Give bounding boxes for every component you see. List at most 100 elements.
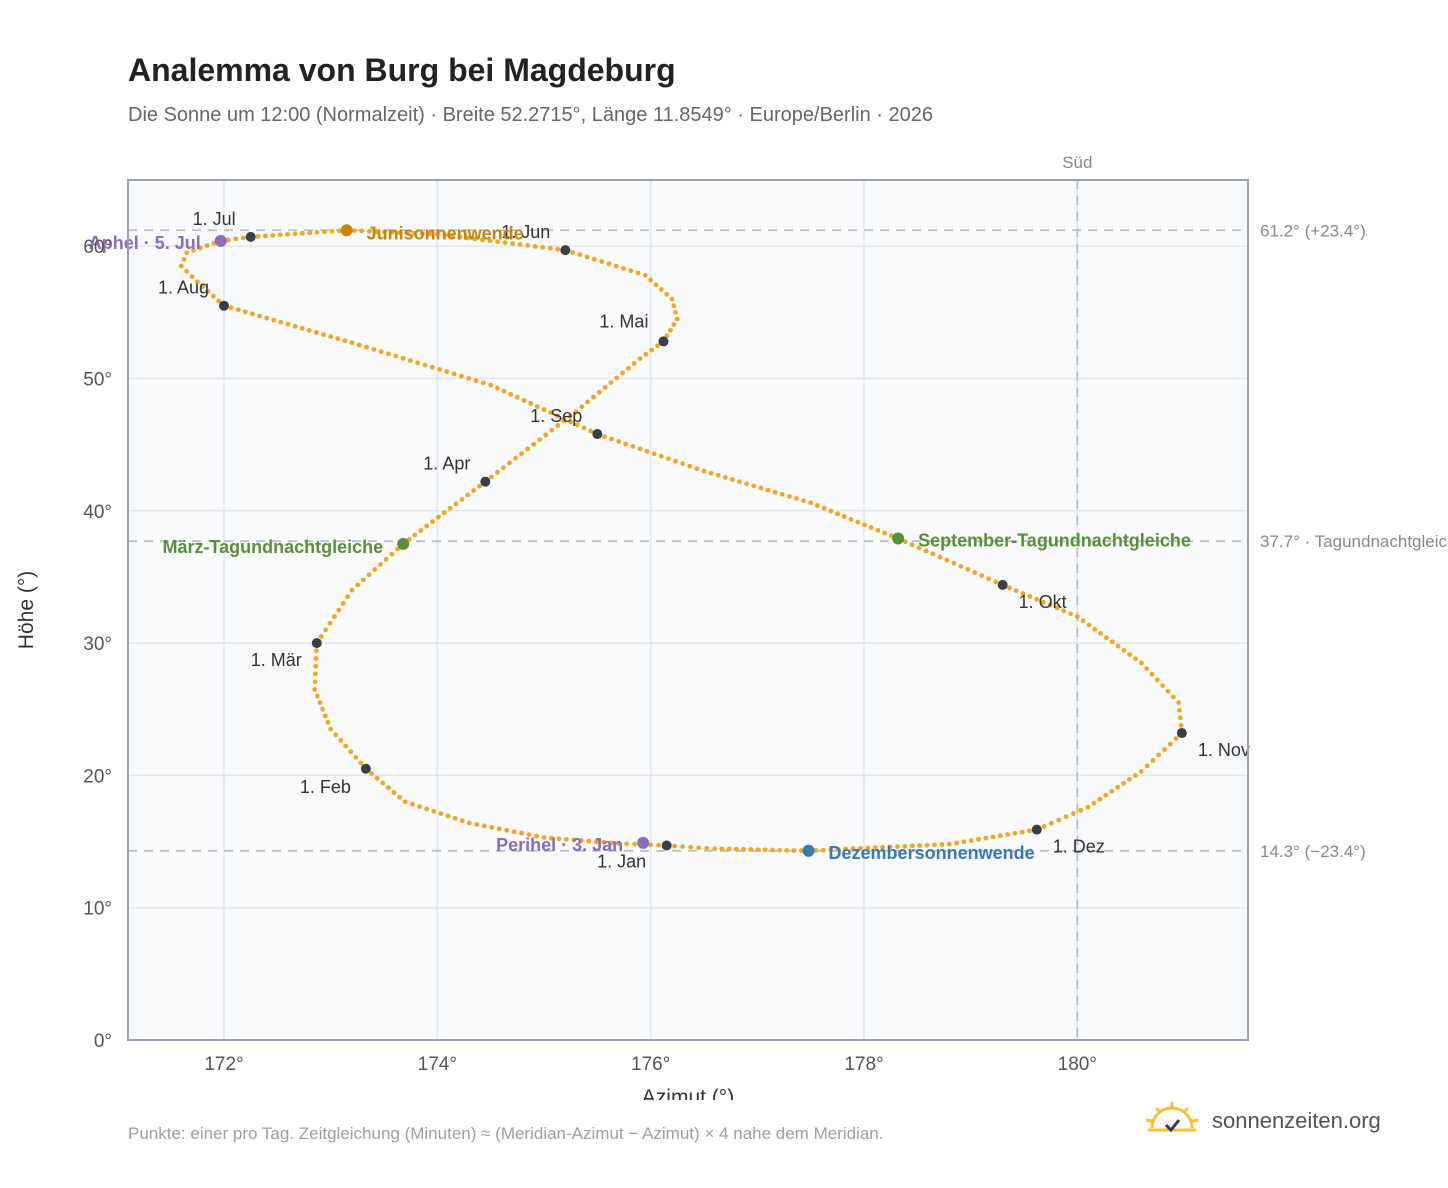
day-point xyxy=(431,808,437,814)
day-point xyxy=(909,542,915,548)
day-point xyxy=(606,261,612,267)
month-markers: 1. Jan 1. Feb 1. Mär 1. Apr 1. Mai 1. Jun 1. J… xyxy=(158,209,1250,872)
day-point xyxy=(327,620,333,626)
day-point xyxy=(378,349,384,355)
day-point xyxy=(358,760,364,766)
day-point xyxy=(240,235,246,241)
month-label: 1. Jun xyxy=(501,222,550,242)
day-point xyxy=(537,437,543,442)
event-label: Perihel · 3. Jan xyxy=(496,835,623,855)
day-point xyxy=(1138,769,1144,774)
day-point xyxy=(976,836,981,842)
day-point xyxy=(437,367,442,372)
x-tick-label: 178° xyxy=(844,1054,883,1075)
day-point xyxy=(644,448,650,454)
day-point xyxy=(1027,828,1032,834)
day-point xyxy=(1080,618,1086,624)
day-point xyxy=(567,413,573,419)
day-point xyxy=(233,236,239,242)
day-point xyxy=(674,316,680,322)
sun-logo-icon xyxy=(1144,1100,1200,1141)
day-point xyxy=(841,514,847,519)
day-point xyxy=(225,237,231,243)
month-marker xyxy=(658,336,669,347)
day-point xyxy=(631,361,637,366)
day-point xyxy=(292,231,298,237)
brand[interactable]: sonnenzeiten.org xyxy=(1144,1100,1381,1141)
day-point xyxy=(990,834,996,840)
reference-lines: 61.2° (+23.4°) 37.7° · Tagundnachtgleiche… xyxy=(128,221,1448,861)
day-point xyxy=(924,842,930,848)
day-point xyxy=(578,838,584,843)
day-point xyxy=(848,516,854,522)
day-point xyxy=(312,686,318,692)
day-point xyxy=(602,385,608,390)
day-point xyxy=(445,813,451,819)
month-label: 1. Nov xyxy=(1198,740,1250,760)
day-point xyxy=(591,394,596,400)
day-point xyxy=(422,362,428,368)
day-point xyxy=(397,794,403,800)
day-point xyxy=(466,375,472,381)
day-point xyxy=(410,801,415,807)
day-point xyxy=(916,545,922,551)
day-point xyxy=(951,560,957,566)
day-point xyxy=(264,315,270,321)
day-point xyxy=(336,228,342,234)
day-point xyxy=(1056,817,1062,823)
day-point xyxy=(526,832,532,838)
day-point xyxy=(419,231,425,236)
day-point xyxy=(457,234,463,240)
day-point xyxy=(744,481,750,487)
day-point xyxy=(321,332,326,337)
day-point xyxy=(779,491,785,497)
day-point xyxy=(441,510,447,516)
day-point xyxy=(828,508,834,514)
day-point xyxy=(216,298,222,304)
day-point xyxy=(1020,591,1026,596)
day-point xyxy=(608,840,614,846)
day-point xyxy=(434,231,440,237)
day-point xyxy=(397,230,402,235)
day-point xyxy=(1063,814,1069,820)
day-point xyxy=(400,355,406,361)
day-point xyxy=(181,256,187,262)
day-point xyxy=(887,844,893,850)
x-tick-label: 180° xyxy=(1058,1054,1097,1075)
day-point xyxy=(465,235,470,241)
month-label: 1. Jan xyxy=(597,852,646,872)
day-point xyxy=(555,246,561,252)
day-point xyxy=(609,436,614,442)
day-point xyxy=(680,461,686,467)
day-point xyxy=(574,422,580,428)
day-point xyxy=(614,375,620,381)
day-point xyxy=(909,843,915,849)
day-point xyxy=(495,239,500,245)
day-point xyxy=(184,250,190,256)
day-point xyxy=(813,848,819,853)
day-point xyxy=(751,483,757,489)
day-point xyxy=(1012,830,1018,836)
x-axis-ticks: 172° 174° 176° 178° 180° xyxy=(204,1054,1097,1075)
day-point xyxy=(184,268,190,274)
day-point xyxy=(1149,671,1155,677)
day-point xyxy=(1156,752,1162,758)
day-point xyxy=(360,577,366,583)
day-point xyxy=(1154,677,1160,683)
day-point xyxy=(480,380,486,386)
day-point xyxy=(333,732,339,738)
day-point xyxy=(480,237,485,243)
day-point xyxy=(1121,647,1127,653)
day-point xyxy=(814,503,820,508)
day-point xyxy=(801,498,806,504)
day-point xyxy=(1013,588,1019,594)
month-marker xyxy=(245,231,256,242)
day-point xyxy=(694,466,700,472)
event-marker xyxy=(340,224,353,237)
brand-name[interactable]: sonnenzeiten.org xyxy=(1212,1107,1381,1133)
day-point xyxy=(983,835,989,841)
day-point xyxy=(828,847,834,853)
day-point xyxy=(521,397,527,403)
day-point xyxy=(571,837,577,843)
day-point xyxy=(1165,688,1171,694)
